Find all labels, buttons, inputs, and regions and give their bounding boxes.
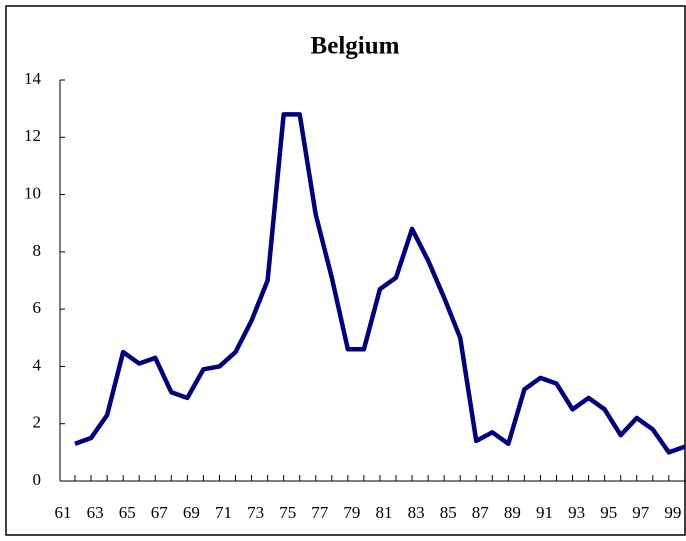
y-tick-label: 0 — [33, 470, 42, 489]
y-tick-label: 4 — [33, 355, 42, 374]
x-tick-label: 87 — [472, 503, 490, 522]
x-tick-label: 65 — [119, 503, 136, 522]
x-tick-label: 93 — [568, 503, 585, 522]
x-tick-label: 91 — [536, 503, 553, 522]
y-tick-label: 2 — [33, 413, 42, 432]
x-tick-label: 77 — [311, 503, 329, 522]
y-tick-label: 6 — [33, 298, 42, 317]
x-tick-label: 75 — [279, 503, 296, 522]
data-line — [74, 112, 686, 455]
y-tick-label: 14 — [24, 69, 42, 88]
x-tick-label: 61 — [55, 503, 72, 522]
x-tick-label: 83 — [408, 503, 425, 522]
x-tick-label: 97 — [632, 503, 650, 522]
x-tick-label: 81 — [376, 503, 393, 522]
x-tick-label: 85 — [440, 503, 457, 522]
x-tick-label: 95 — [600, 503, 617, 522]
y-tick-label: 12 — [24, 126, 41, 145]
x-tick-label: 69 — [183, 503, 200, 522]
chart-title: Belgium — [311, 33, 400, 60]
x-tick-label: 73 — [247, 503, 264, 522]
x-tick-label: 63 — [87, 503, 104, 522]
x-tick-label: 79 — [343, 503, 360, 522]
y-tick-label: 10 — [24, 183, 41, 202]
x-tick-label: 99 — [664, 503, 681, 522]
x-tick-label: 89 — [504, 503, 521, 522]
chart-border — [5, 5, 686, 536]
y-tick-label: 8 — [33, 241, 42, 260]
x-tick-label: 71 — [215, 503, 232, 522]
x-tick-label: 67 — [151, 503, 169, 522]
